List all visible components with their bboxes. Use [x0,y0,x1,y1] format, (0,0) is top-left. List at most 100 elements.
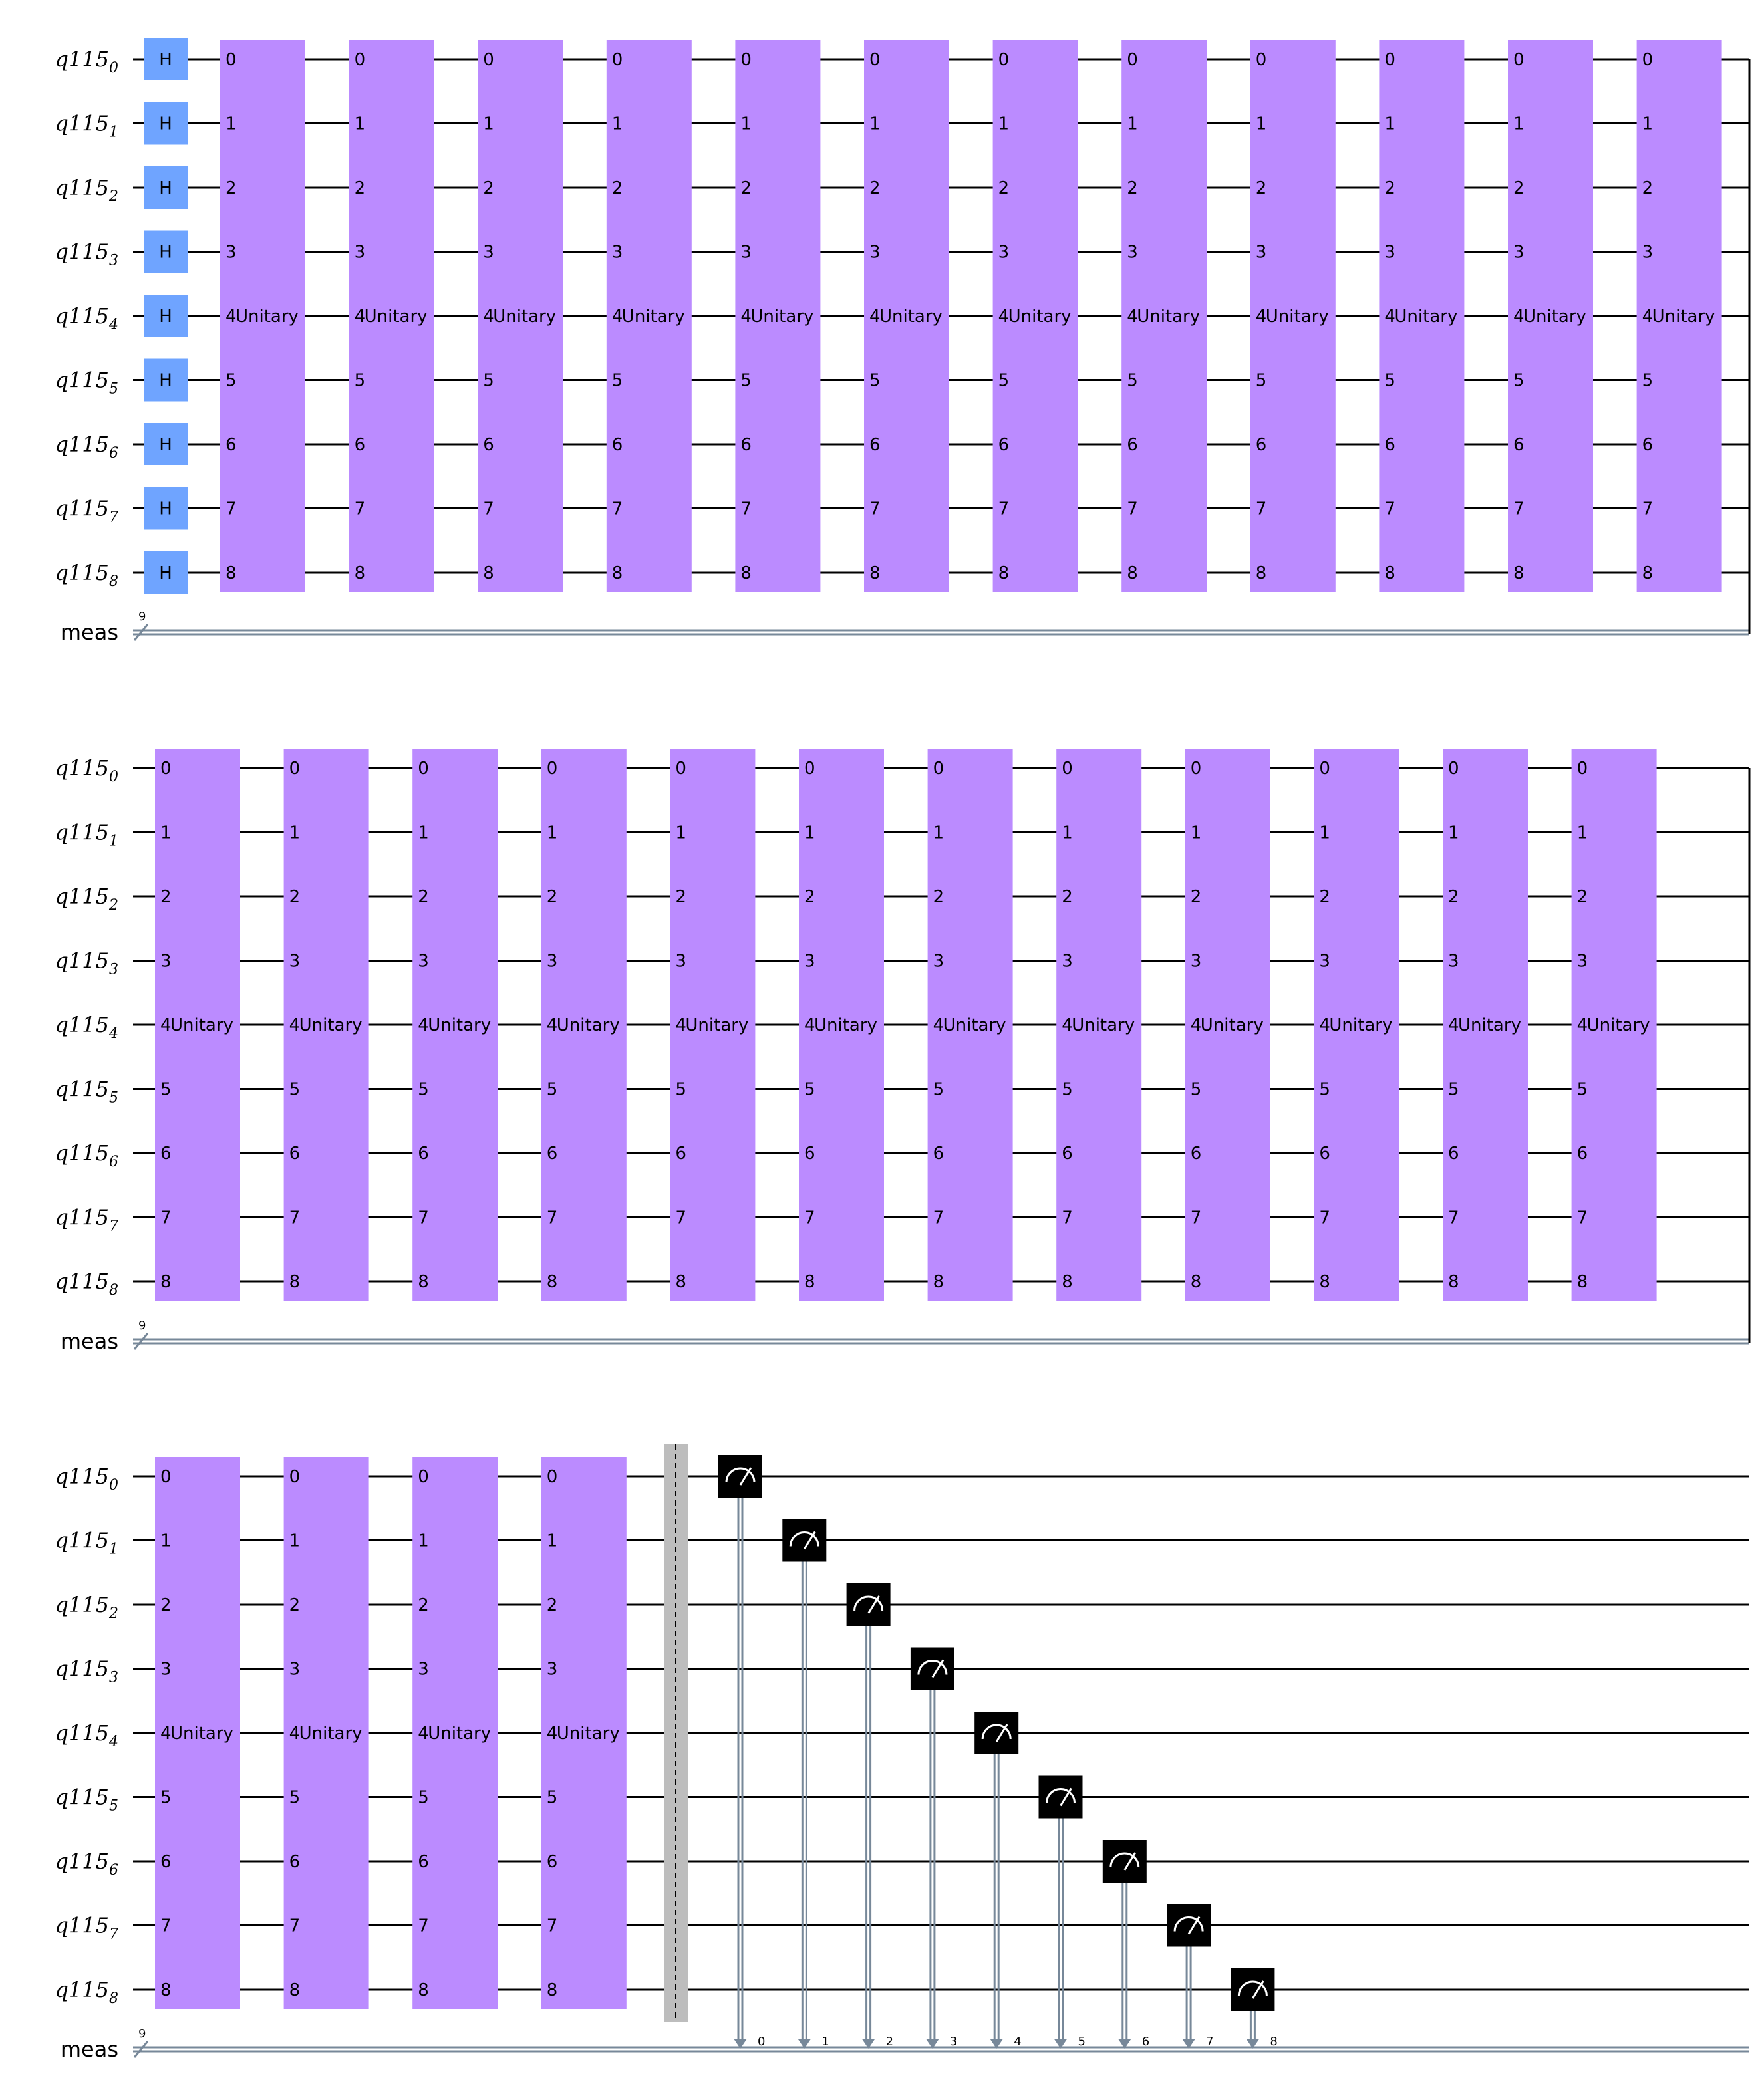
hadamard-gate-label: H [159,435,172,455]
unitary-qubit-index: 1 [998,114,1010,134]
unitary-qubit-index: 8 [1513,563,1525,583]
qubit-label: q1154 [55,1720,118,1750]
unitary-qubit-index: 7 [160,1208,172,1228]
unitary-qubit-index: 1 [483,114,494,134]
unitary-qubit-index: 7 [1319,1208,1330,1228]
unitary-qubit-index: 8 [740,563,752,583]
circuit-row-3: q1150 q1151 q1152 q1153 q1154 q1155 q1156 q1157… [55,1444,1749,2062]
unitary-qubit-index: 6 [1062,1144,1073,1164]
unitary-qubit-index: 3 [160,952,172,972]
unitary-qubit-index: 2 [1384,178,1395,198]
hadamard-gate-label: H [159,178,172,198]
unitary-qubit-index: 6 [418,1852,429,1872]
unitary-qubit-index: 6 [355,435,366,455]
hadamard-gate [144,102,188,145]
unitary-gate-label: Unitary [943,1015,1006,1035]
unitary-qubit-index: 6 [869,435,881,455]
unitary-qubit-index: 5 [1191,1080,1202,1100]
unitary-qubit-index: 2 [804,887,815,907]
unitary-qubit-index: 2 [1642,178,1654,198]
unitary-gate-label: Unitary [170,1015,233,1035]
unitary-qubit-index: 6 [675,1144,686,1164]
unitary-gate-label: Unitary [1266,307,1329,327]
classical-bit-index: 3 [950,2035,957,2049]
unitary-gate-body [155,749,240,1301]
unitary-qubit-index: 4 [933,1015,945,1035]
meter-icon [853,1595,884,1611]
qubit-label: q1155 [55,1077,118,1107]
unitary-gate-body [992,40,1078,592]
unitary-qubit-index: 1 [1513,114,1525,134]
unitary-qubit-index: 8 [289,1980,301,2000]
hadamard-gate-label: H [159,563,172,583]
unitary-gate-label: Unitary [622,307,685,327]
unitary-qubit-index: 2 [418,1595,429,1615]
unitary-qubit-index: 3 [289,952,301,972]
unitary-gate-label: Unitary [1458,1015,1521,1035]
unitary-qubit-index: 5 [225,371,237,391]
unitary-qubit-index: 5 [483,371,494,391]
unitary-qubit-index: 8 [1256,563,1267,583]
unitary-qubit-index: 2 [160,1595,172,1615]
unitary-gate-body [1508,40,1593,592]
meter-icon [917,1660,948,1675]
meter-icon [981,1724,1012,1740]
unitary-qubit-index: 1 [225,114,237,134]
qubit-label: q1151 [55,820,118,850]
unitary-qubit-index: 5 [612,371,623,391]
unitary-qubit-index: 2 [547,1595,558,1615]
qubit-label: q1152 [55,175,118,205]
unitary-qubit-index: 7 [289,1916,301,1936]
unitary-qubit-index: 6 [804,1144,815,1164]
unitary-qubit-index: 1 [547,823,558,843]
unitary-gate-body [1314,749,1399,1301]
unitary-qubit-index: 2 [998,178,1010,198]
unitary-qubit-index: 4 [418,1724,429,1744]
classical-register-label: meas [61,620,118,645]
unitary-qubit-index: 3 [1191,952,1202,972]
unitary-gate-body [541,749,627,1301]
unitary-qubit-index: 2 [355,178,366,198]
unitary-qubit-index: 6 [1448,1144,1459,1164]
unitary-qubit-index: 5 [1062,1080,1073,1100]
classical-bit-index: 5 [1078,2035,1086,2049]
qubit-label: q1154 [55,1012,118,1042]
unitary-qubit-index: 5 [355,371,366,391]
unitary-qubit-index: 8 [1642,563,1654,583]
unitary-qubit-index: 0 [612,50,623,70]
unitary-qubit-index: 4 [1127,307,1138,327]
unitary-qubit-index: 8 [225,563,237,583]
unitary-qubit-index: 6 [418,1144,429,1164]
unitary-qubit-index: 3 [547,952,558,972]
unitary-qubit-index: 6 [1191,1144,1202,1164]
measure-gate: 7 [1167,1904,1214,2049]
qubit-label: q1150 [55,47,118,76]
unitary-qubit-index: 7 [1577,1208,1588,1228]
unitary-qubit-index: 1 [869,114,881,134]
unitary-qubit-index: 3 [869,243,881,263]
unitary-qubit-index: 0 [869,50,881,70]
unitary-qubit-index: 6 [1577,1144,1588,1164]
hadamard-gate-label: H [159,114,172,134]
unitary-gate-body [349,40,434,592]
unitary-qubit-index: 8 [1319,1272,1330,1292]
qubit-label: q1153 [55,239,118,269]
meter-needle-icon [1060,1787,1072,1807]
qubit-label: q1153 [55,1656,118,1686]
qubit-label: q1158 [55,1977,118,2007]
unitary-qubit-index: 5 [675,1080,686,1100]
unitary-qubit-index: 4 [547,1724,558,1744]
unitary-qubit-index: 8 [418,1980,429,2000]
unitary-qubit-index: 7 [1642,499,1654,519]
measure-gate: 1 [782,1519,829,2049]
unitary-qubit-index: 6 [547,1144,558,1164]
measure-gate: 4 [974,1712,1022,2049]
qubit-label: q1152 [55,1592,118,1622]
meter-needle-icon [1252,1980,1264,1999]
